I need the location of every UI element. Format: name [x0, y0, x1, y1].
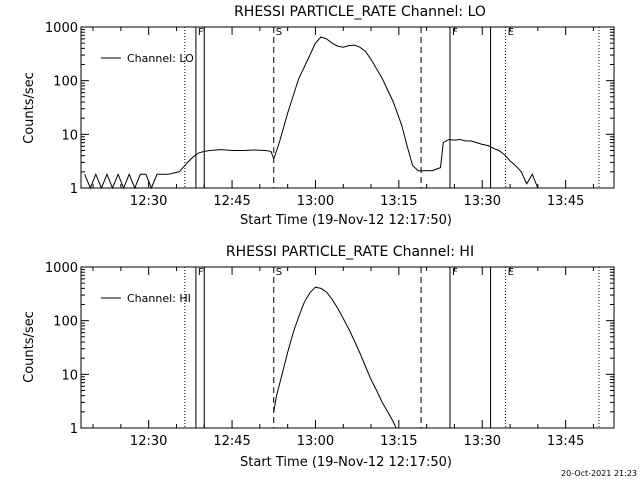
x-tick-label: 13:45 [547, 434, 584, 449]
y-tick-label: 1000 [45, 261, 78, 276]
chart-title-lo: RHESSI PARTICLE_RATE Channel: LO [234, 4, 486, 20]
plot-frame [80, 26, 615, 189]
y-tick-label: 1 [70, 182, 78, 197]
series-line [273, 286, 397, 429]
panel-lo: RHESSI PARTICLE_RATE Channel: LO Counts/… [22, 4, 615, 228]
y-tick-label: 1000 [45, 21, 78, 36]
y-tick-label: 100 [53, 75, 78, 90]
x-axis-label-lo: Start Time (19-Nov-12 12:17:50) [240, 213, 452, 228]
event-marker-label: S [276, 267, 282, 278]
event-marker-label: E [508, 267, 514, 278]
y-axis-label-lo: Counts/sec [22, 72, 37, 144]
chart-title-hi: RHESSI PARTICLE_RATE Channel: HI [226, 244, 474, 260]
y-tick-label: 10 [61, 368, 78, 383]
event-marker-label: F [452, 27, 458, 38]
x-tick-label: 13:00 [297, 194, 334, 209]
x-tick-label: 12:45 [213, 194, 250, 209]
event-marker-label: E [508, 27, 514, 38]
x-tick-label: 13:00 [297, 434, 334, 449]
series-line [84, 36, 539, 190]
x-tick-label: 12:30 [130, 434, 167, 449]
x-tick-label: 13:15 [380, 434, 417, 449]
legend-label: Channel: LO [127, 52, 194, 65]
x-tick-label: 12:45 [213, 434, 250, 449]
x-tick-label: 12:30 [130, 194, 167, 209]
x-tick-label: 13:15 [380, 194, 417, 209]
legend-label: Channel: HI [127, 292, 191, 305]
event-marker-label: F [198, 27, 204, 38]
plot-frame [80, 266, 615, 429]
panel-hi: RHESSI PARTICLE_RATE Channel: HI Counts/… [22, 244, 615, 470]
x-tick-label: 13:30 [464, 194, 501, 209]
plot-area-lo: 12:30 12:45 13:00 13:15 13:30 13:45 1 10 100 1000… [45, 21, 615, 209]
y-tick-label: 100 [53, 315, 78, 330]
y-tick-label: 1 [70, 422, 78, 437]
x-axis-label-hi: Start Time (19-Nov-12 12:17:50) [240, 455, 452, 470]
footer-timestamp: 20-Oct-2021 21:23 [561, 469, 637, 478]
y-tick-label: 10 [61, 128, 78, 143]
event-marker-label: F [452, 267, 458, 278]
event-marker-label: S [276, 27, 282, 38]
y-axis-label-hi: Counts/sec [22, 311, 37, 383]
event-marker-label: F [198, 267, 204, 278]
x-tick-label: 13:45 [547, 194, 584, 209]
x-tick-label: 13:30 [464, 434, 501, 449]
plot-area-hi: 12:30 12:45 13:00 13:15 13:30 13:45 1 10 100 1000… [45, 261, 615, 449]
